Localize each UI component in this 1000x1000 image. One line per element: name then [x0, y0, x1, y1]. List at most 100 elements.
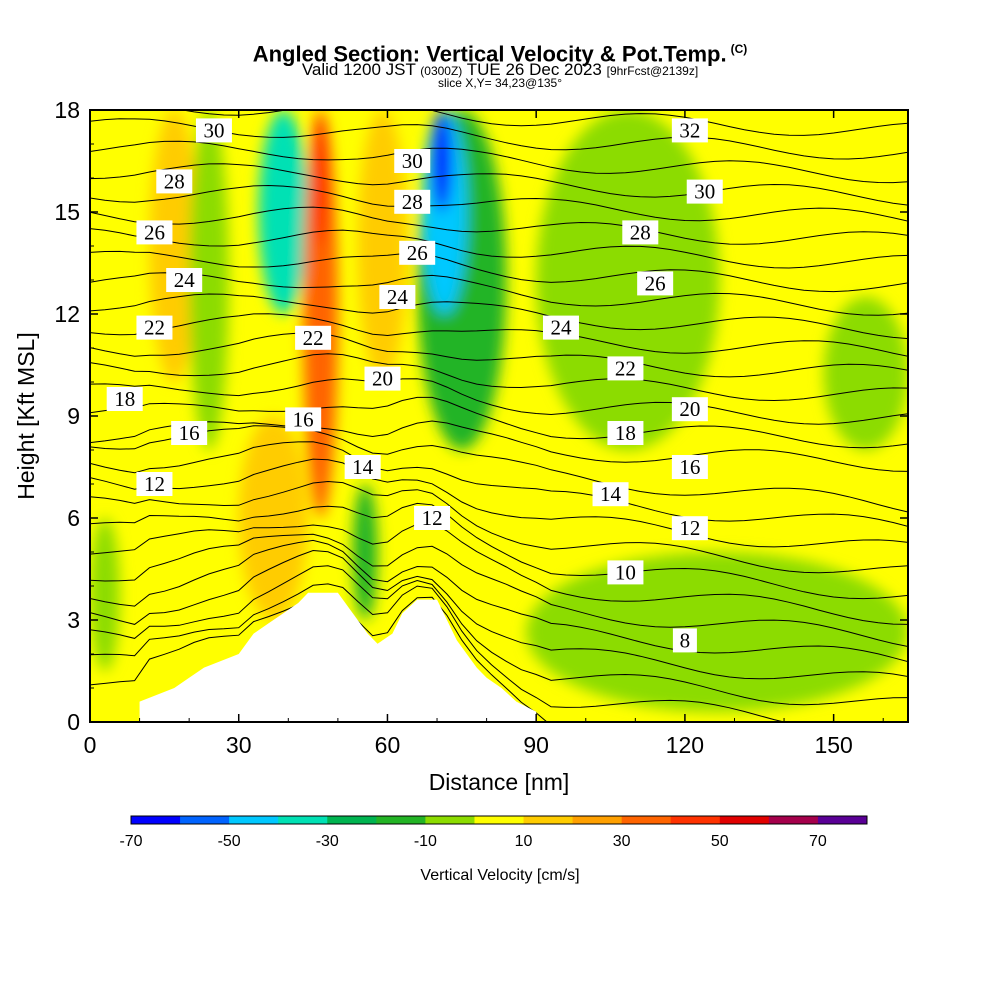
- valid-time: Valid 1200 JST: [301, 60, 416, 79]
- colorbar-swatch: [229, 816, 279, 824]
- contour-label: 18: [106, 387, 143, 411]
- colorbar-tick-label: 10: [515, 833, 533, 850]
- velocity-field-green-low-right: [526, 552, 908, 712]
- contour-label: 26: [637, 271, 674, 296]
- theta-contour-line: [90, 425, 908, 513]
- contour-labels: 30 28 26 24 22 18 16 12 22 16 14 20 24 26 28 30 12 24 22 18…: [106, 118, 723, 653]
- theta-contour-line: [90, 313, 908, 357]
- theta-contour-line: [90, 353, 908, 402]
- colorbar-swatch: [670, 816, 721, 824]
- contour-label-text: 22: [303, 326, 324, 350]
- velocity-field-left-green-plume: [189, 110, 229, 450]
- theta-contour-line: [90, 250, 908, 293]
- x-tick-label: 0: [84, 732, 97, 758]
- theta-contour-line: [90, 396, 908, 449]
- contour-label-text: 28: [402, 190, 423, 214]
- theta-contour-line: [90, 163, 908, 206]
- contour-label: 12: [414, 506, 451, 530]
- theta-contour-line: [179, 110, 908, 136]
- contour-label-text: 16: [679, 455, 700, 479]
- contour-label: 30: [195, 118, 232, 143]
- colorbar-swatch: [768, 816, 819, 824]
- contour-label-box: [171, 421, 208, 445]
- contour-label-box: [106, 387, 143, 411]
- utc-time: (0300Z): [420, 64, 463, 78]
- theta-contour-line: [90, 293, 908, 340]
- contour-label-text: 30: [402, 149, 423, 173]
- theta-contour-line: [90, 228, 908, 269]
- y-tick-label: 9: [67, 403, 80, 429]
- theta-contour-line: [90, 378, 908, 425]
- contour-label: 12: [671, 516, 708, 541]
- contour-label-text: 26: [407, 241, 428, 265]
- contour-label: 16: [285, 407, 322, 432]
- contour-label: 22: [607, 356, 644, 381]
- contour-label-box: [607, 356, 644, 381]
- contour-label-text: 22: [615, 356, 636, 380]
- y-tick-label: 15: [54, 199, 80, 225]
- contour-label-box: [671, 397, 708, 422]
- contour-label: 28: [622, 220, 659, 245]
- theta-contour-line: [90, 458, 908, 548]
- theta-contour-line: [90, 140, 908, 184]
- contour-label-box: [622, 220, 659, 245]
- contour-label-text: 28: [164, 169, 185, 193]
- contour-label-box: [364, 366, 401, 391]
- colorbar-tick-label: -10: [414, 833, 437, 850]
- theta-contour-line: [90, 272, 908, 316]
- contour-label-text: 12: [422, 506, 443, 530]
- colorbar-swatch: [719, 816, 770, 824]
- contour-label-box: [136, 472, 173, 496]
- contour-label-box: [136, 220, 173, 245]
- contour-label: 22: [295, 325, 332, 350]
- y-axis: 0 3 6 9 12 15 18: [54, 97, 908, 735]
- contour-label-box: [671, 455, 708, 479]
- contour-label-text: 22: [144, 316, 165, 340]
- contour-label-text: 16: [179, 421, 200, 445]
- velocity-field-blue-core: [432, 110, 452, 212]
- contour-label-text: 20: [372, 367, 393, 391]
- colorbar-swatch: [621, 816, 672, 824]
- contour-label-text: 24: [387, 285, 409, 309]
- contour-label: 10: [607, 560, 644, 585]
- contour-label-text: 14: [352, 455, 374, 479]
- contour-label-box: [166, 268, 203, 292]
- theta-contour-line: [90, 533, 908, 647]
- contour-label-box: [295, 325, 332, 350]
- contour-label: 16: [671, 455, 708, 479]
- contour-label-box: [592, 482, 629, 507]
- x-tick-label: 30: [226, 732, 252, 758]
- contour-label-box: [414, 506, 451, 530]
- contour-label-text: 12: [679, 516, 700, 540]
- colorbar-swatch: [180, 816, 230, 824]
- contour-label-box: [195, 118, 232, 143]
- colorbar-swatch: [523, 816, 574, 824]
- x-tick-label: 90: [523, 732, 549, 758]
- contour-label-box: [672, 628, 697, 653]
- y-tick-label: 0: [67, 709, 80, 735]
- contour-label: 14: [344, 455, 381, 479]
- colorbar-swatch: [131, 816, 181, 824]
- velocity-field-teal-column-1: [258, 110, 309, 314]
- colorbar-frame: [130, 815, 868, 825]
- theta-contour-line: [90, 502, 908, 600]
- contour-label-box: [394, 149, 431, 173]
- contour-label-box: [379, 285, 416, 309]
- theta-contour-line: [90, 583, 787, 722]
- contour-label-text: 30: [694, 180, 715, 204]
- contour-label-text: 12: [144, 472, 165, 496]
- contour-label: 18: [607, 421, 644, 445]
- contour-label-box: [607, 560, 644, 585]
- chart-subtitle: Valid 1200 JST (0300Z) TUE 26 Dec 2023 […: [0, 60, 1000, 81]
- contour-label-text: 8: [680, 628, 691, 652]
- contour-label-box: [686, 179, 723, 204]
- colorbar-swatch: [425, 816, 475, 824]
- contour-label-text: 32: [679, 118, 700, 142]
- contour-label: 16: [171, 421, 208, 445]
- y-axis-title: Height [Kft MSL]: [13, 332, 39, 499]
- contour-label-box: [285, 407, 322, 432]
- contour-label-text: 24: [550, 316, 572, 340]
- contour-label-text: 26: [645, 271, 666, 295]
- forecast-info: [9hrFcst@2139z]: [606, 64, 699, 78]
- contour-label-text: 26: [144, 220, 165, 244]
